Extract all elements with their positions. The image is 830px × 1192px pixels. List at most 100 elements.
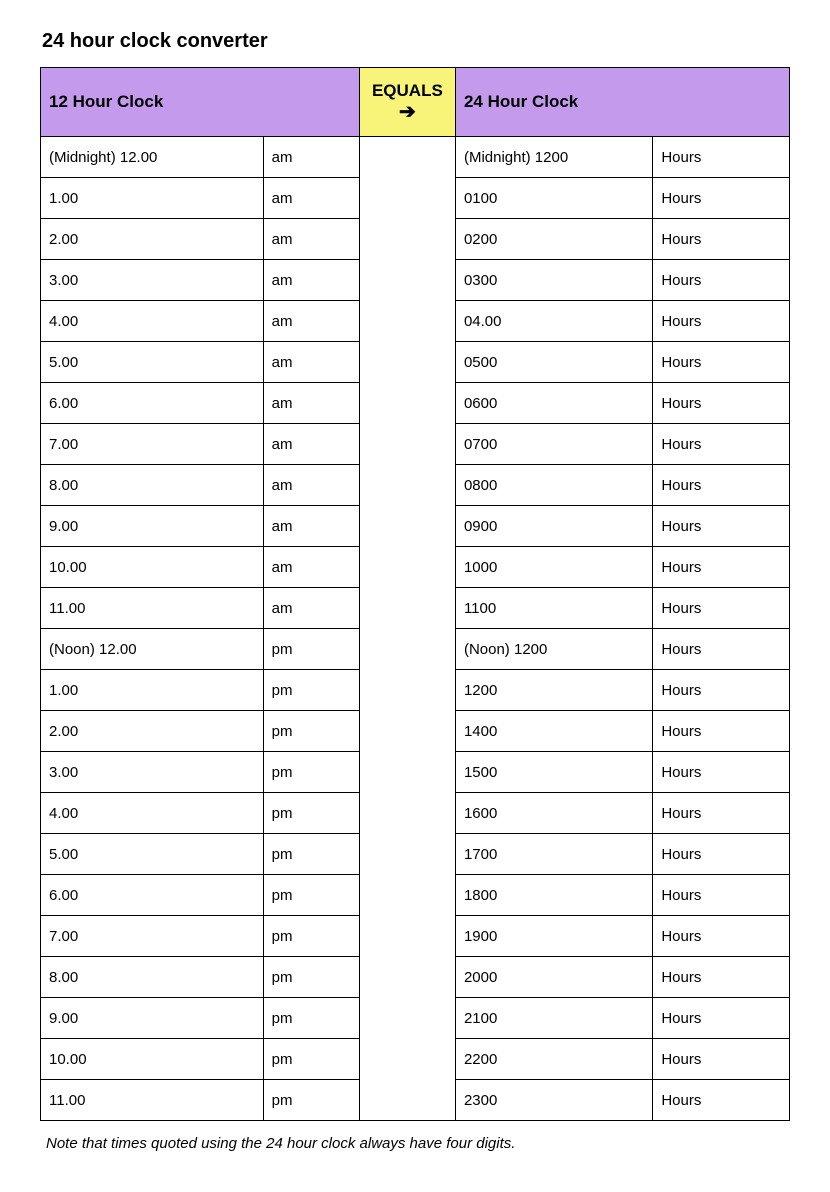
- cell-24hour-time: 2000: [455, 957, 652, 998]
- cell-ampm: pm: [263, 670, 359, 711]
- cell-hours-unit: Hours: [653, 998, 790, 1039]
- cell-24hour-time: (Midnight) 1200: [455, 137, 652, 178]
- cell-ampm: pm: [263, 752, 359, 793]
- cell-ampm: pm: [263, 834, 359, 875]
- cell-12hour-time: 10.00: [41, 1039, 264, 1080]
- cell-12hour-time: 7.00: [41, 424, 264, 465]
- cell-24hour-time: 0100: [455, 178, 652, 219]
- cell-24hour-time: 1600: [455, 793, 652, 834]
- header-12-hour: 12 Hour Clock: [41, 68, 360, 137]
- cell-hours-unit: Hours: [653, 219, 790, 260]
- cell-ampm: am: [263, 506, 359, 547]
- cell-hours-unit: Hours: [653, 793, 790, 834]
- cell-ampm: am: [263, 178, 359, 219]
- cell-ampm: am: [263, 465, 359, 506]
- cell-hours-unit: Hours: [653, 506, 790, 547]
- cell-12hour-time: 11.00: [41, 1080, 264, 1121]
- cell-12hour-time: (Noon) 12.00: [41, 629, 264, 670]
- table-header-row: 12 Hour Clock EQUALS ➔ 24 Hour Clock: [41, 68, 790, 137]
- cell-24hour-time: 0500: [455, 342, 652, 383]
- cell-24hour-time: (Noon) 1200: [455, 629, 652, 670]
- cell-ampm: am: [263, 137, 359, 178]
- cell-ampm: am: [263, 588, 359, 629]
- cell-hours-unit: Hours: [653, 260, 790, 301]
- cell-24hour-time: 0600: [455, 383, 652, 424]
- table-row: (Midnight) 12.00am (Midnight) 1200Hours: [41, 137, 790, 178]
- cell-12hour-time: 3.00: [41, 260, 264, 301]
- cell-hours-unit: Hours: [653, 137, 790, 178]
- footnote: Note that times quoted using the 24 hour…: [46, 1135, 790, 1152]
- cell-hours-unit: Hours: [653, 301, 790, 342]
- cell-hours-unit: Hours: [653, 752, 790, 793]
- cell-24hour-time: 1800: [455, 875, 652, 916]
- cell-ampm: pm: [263, 1080, 359, 1121]
- header-equals-label: EQUALS: [372, 82, 443, 101]
- cell-ampm: pm: [263, 1039, 359, 1080]
- cell-hours-unit: Hours: [653, 957, 790, 998]
- cell-hours-unit: Hours: [653, 834, 790, 875]
- cell-24hour-time: 1400: [455, 711, 652, 752]
- cell-hours-unit: Hours: [653, 342, 790, 383]
- cell-12hour-time: 1.00: [41, 670, 264, 711]
- cell-24hour-time: 2300: [455, 1080, 652, 1121]
- conversion-table: 12 Hour Clock EQUALS ➔ 24 Hour Clock (Mi…: [40, 67, 790, 1121]
- cell-24hour-time: 1700: [455, 834, 652, 875]
- cell-hours-unit: Hours: [653, 178, 790, 219]
- cell-12hour-time: 3.00: [41, 752, 264, 793]
- cell-ampm: am: [263, 260, 359, 301]
- arrow-right-icon: ➔: [399, 102, 416, 122]
- cell-24hour-time: 04.00: [455, 301, 652, 342]
- page-title: 24 hour clock converter: [42, 30, 790, 53]
- cell-hours-unit: Hours: [653, 1039, 790, 1080]
- header-equals: EQUALS ➔: [359, 68, 455, 137]
- cell-24hour-time: 1900: [455, 916, 652, 957]
- cell-24hour-time: 0200: [455, 219, 652, 260]
- cell-ampm: pm: [263, 916, 359, 957]
- cell-12hour-time: 4.00: [41, 301, 264, 342]
- cell-hours-unit: Hours: [653, 711, 790, 752]
- cell-hours-unit: Hours: [653, 875, 790, 916]
- header-24-hour: 24 Hour Clock: [455, 68, 789, 137]
- cell-ampm: am: [263, 547, 359, 588]
- cell-hours-unit: Hours: [653, 629, 790, 670]
- cell-24hour-time: 0800: [455, 465, 652, 506]
- cell-12hour-time: 11.00: [41, 588, 264, 629]
- cell-24hour-time: 2200: [455, 1039, 652, 1080]
- cell-24hour-time: 0300: [455, 260, 652, 301]
- cell-12hour-time: 2.00: [41, 219, 264, 260]
- cell-hours-unit: Hours: [653, 547, 790, 588]
- cell-ampm: pm: [263, 957, 359, 998]
- cell-ampm: am: [263, 219, 359, 260]
- cell-12hour-time: 1.00: [41, 178, 264, 219]
- cell-12hour-time: 8.00: [41, 465, 264, 506]
- cell-hours-unit: Hours: [653, 916, 790, 957]
- cell-ampm: pm: [263, 711, 359, 752]
- cell-12hour-time: 6.00: [41, 383, 264, 424]
- cell-24hour-time: 1100: [455, 588, 652, 629]
- cell-ampm: pm: [263, 793, 359, 834]
- cell-hours-unit: Hours: [653, 424, 790, 465]
- cell-12hour-time: (Midnight) 12.00: [41, 137, 264, 178]
- cell-24hour-time: 1000: [455, 547, 652, 588]
- page: 24 hour clock converter 12 Hour Clock EQ…: [0, 0, 830, 1192]
- cell-12hour-time: 4.00: [41, 793, 264, 834]
- cell-ampm: am: [263, 383, 359, 424]
- cell-hours-unit: Hours: [653, 383, 790, 424]
- cell-12hour-time: 10.00: [41, 547, 264, 588]
- cell-hours-unit: Hours: [653, 588, 790, 629]
- cell-12hour-time: 9.00: [41, 506, 264, 547]
- cell-12hour-time: 5.00: [41, 834, 264, 875]
- cell-12hour-time: 5.00: [41, 342, 264, 383]
- cell-ampm: pm: [263, 875, 359, 916]
- cell-ampm: pm: [263, 629, 359, 670]
- cell-12hour-time: 7.00: [41, 916, 264, 957]
- cell-ampm: am: [263, 301, 359, 342]
- cell-12hour-time: 9.00: [41, 998, 264, 1039]
- cell-12hour-time: 6.00: [41, 875, 264, 916]
- cell-ampm: pm: [263, 998, 359, 1039]
- cell-12hour-time: 2.00: [41, 711, 264, 752]
- table-body: (Midnight) 12.00am(Midnight) 1200Hours1.…: [41, 137, 790, 1121]
- cell-hours-unit: Hours: [653, 670, 790, 711]
- cell-ampm: am: [263, 342, 359, 383]
- cell-24hour-time: 0700: [455, 424, 652, 465]
